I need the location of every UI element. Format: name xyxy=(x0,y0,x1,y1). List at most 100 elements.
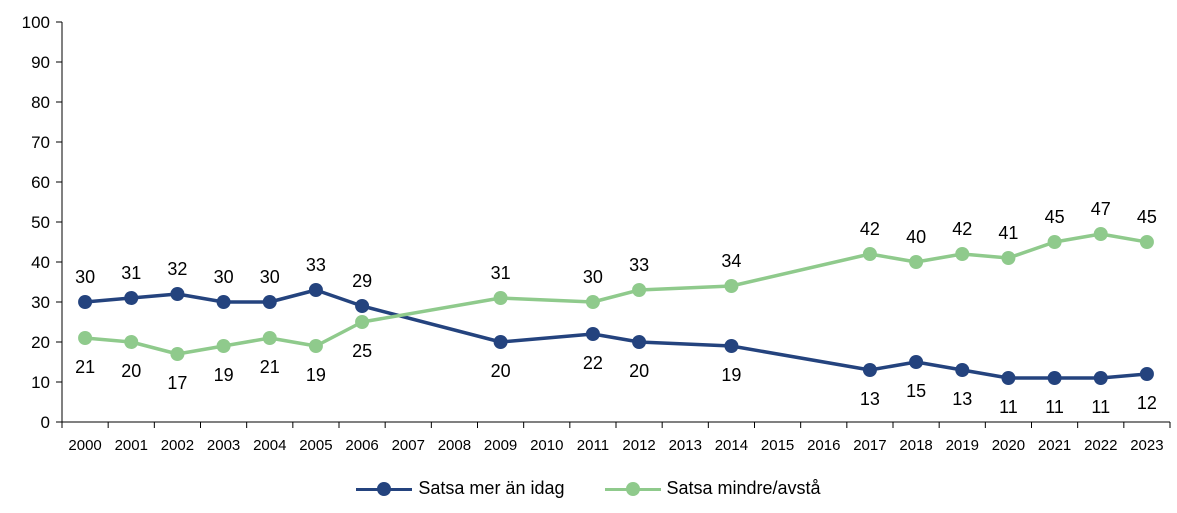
x-tick-label: 2012 xyxy=(622,437,655,454)
x-tick-label: 2017 xyxy=(853,437,886,454)
data-label-series-1: 31 xyxy=(121,263,141,283)
data-point-series-1 xyxy=(1139,367,1154,381)
data-point-series-2 xyxy=(355,315,370,329)
data-point-series-2 xyxy=(262,331,277,345)
data-point-series-1 xyxy=(862,363,877,377)
y-tick-label: 60 xyxy=(31,173,50,192)
legend-item-series-2: Satsa mindre/avstå xyxy=(604,478,821,499)
data-point-series-1 xyxy=(170,287,185,301)
y-tick-label: 90 xyxy=(31,53,50,72)
series-layer xyxy=(78,227,1154,385)
x-tick-label: 2015 xyxy=(761,437,794,454)
data-point-series-1 xyxy=(262,295,277,309)
data-label-series-1: 29 xyxy=(352,271,372,291)
x-tick-label: 2000 xyxy=(68,437,101,454)
data-point-series-2 xyxy=(1047,235,1062,249)
data-label-series-1: 13 xyxy=(952,389,972,409)
x-tick-label: 2010 xyxy=(530,437,563,454)
data-label-series-1: 11 xyxy=(999,397,1018,417)
data-point-series-2 xyxy=(124,335,139,349)
data-label-series-1: 30 xyxy=(75,267,95,287)
data-label-series-2: 41 xyxy=(998,223,1018,243)
data-point-series-1 xyxy=(724,339,739,353)
data-label-series-2: 40 xyxy=(906,227,926,247)
x-tick-label: 2019 xyxy=(946,437,979,454)
x-tick-label: 2006 xyxy=(345,437,378,454)
data-point-series-2 xyxy=(308,339,323,353)
x-tick-label: 2009 xyxy=(484,437,517,454)
data-label-series-1: 22 xyxy=(583,353,603,373)
y-tick-label: 40 xyxy=(31,253,50,272)
x-tick-label: 2022 xyxy=(1084,437,1117,454)
data-label-series-1: 11 xyxy=(1091,397,1110,417)
data-label-series-2: 45 xyxy=(1045,207,1065,227)
data-label-series-1: 12 xyxy=(1137,393,1157,413)
data-label-series-2: 20 xyxy=(121,361,141,381)
data-label-series-1: 13 xyxy=(860,389,880,409)
data-point-series-2 xyxy=(170,347,185,361)
legend-swatch-series-2 xyxy=(604,479,661,499)
data-point-series-1 xyxy=(124,291,139,305)
data-point-series-1 xyxy=(308,283,323,297)
data-label-series-1: 15 xyxy=(906,381,926,401)
data-point-series-1 xyxy=(585,327,600,341)
data-point-series-2 xyxy=(1139,235,1154,249)
data-label-series-2: 19 xyxy=(214,365,234,385)
data-point-series-1 xyxy=(1047,371,1062,385)
legend: Satsa mer än idag Satsa mindre/avstå xyxy=(0,478,1177,499)
data-label-series-2: 17 xyxy=(167,373,187,393)
data-label-series-2: 25 xyxy=(352,341,372,361)
data-point-series-2 xyxy=(862,247,877,261)
data-label-series-1: 30 xyxy=(214,267,234,287)
data-label-series-2: 42 xyxy=(952,219,972,239)
data-point-series-1 xyxy=(355,299,370,313)
data-point-series-1 xyxy=(955,363,970,377)
data-point-series-2 xyxy=(78,331,93,345)
data-labels: 30 21 31 20 32 17 30 19 30 21 33 19 29 25 20 31 22 30 20 33… xyxy=(75,199,1157,417)
data-point-series-2 xyxy=(493,291,508,305)
x-tick-label: 2023 xyxy=(1130,437,1163,454)
data-label-series-2: 34 xyxy=(721,251,741,271)
x-tick-label: 2020 xyxy=(992,437,1025,454)
data-point-series-1 xyxy=(1093,371,1108,385)
data-point-series-2 xyxy=(585,295,600,309)
x-tick-label: 2003 xyxy=(207,437,240,454)
data-label-series-2: 45 xyxy=(1137,207,1157,227)
y-axis: 0 10 20 30 40 50 60 70 80 90 100 xyxy=(22,13,63,432)
x-axis: 2000 2001 2002 2003 2004 2005 2006 2007 2008 2009… xyxy=(61,421,1171,454)
data-point-series-1 xyxy=(78,295,93,309)
y-tick-label: 10 xyxy=(31,373,50,392)
x-tick-label: 2021 xyxy=(1038,437,1071,454)
series-line-1 xyxy=(84,288,1148,380)
data-point-series-2 xyxy=(909,255,924,269)
x-tick-label: 2016 xyxy=(807,437,840,454)
data-point-series-1 xyxy=(216,295,231,309)
series-line-2 xyxy=(84,232,1148,356)
x-tick-label: 2008 xyxy=(438,437,471,454)
x-tick-label: 2014 xyxy=(715,437,748,454)
data-label-series-2: 33 xyxy=(629,255,649,275)
legend-label-series-2: Satsa mindre/avstå xyxy=(666,478,821,498)
legend-swatch-series-1 xyxy=(356,479,413,499)
data-point-series-2 xyxy=(724,279,739,293)
y-tick-label: 0 xyxy=(41,413,50,432)
data-label-series-1: 20 xyxy=(629,361,649,381)
x-tick-label: 2004 xyxy=(253,437,286,454)
data-point-series-1 xyxy=(909,355,924,369)
x-tick-label: 2005 xyxy=(299,437,332,454)
y-tick-label: 100 xyxy=(22,13,50,32)
data-label-series-1: 19 xyxy=(721,365,741,385)
y-tick-label: 70 xyxy=(31,133,50,152)
data-label-series-2: 30 xyxy=(583,267,603,287)
x-tick-label: 2011 xyxy=(577,437,609,454)
data-point-series-2 xyxy=(632,283,647,297)
data-point-series-2 xyxy=(1001,251,1016,265)
data-label-series-2: 31 xyxy=(491,263,511,283)
y-tick-label: 20 xyxy=(31,333,50,352)
data-point-series-2 xyxy=(1093,227,1108,241)
data-label-series-1: 30 xyxy=(260,267,280,287)
data-label-series-2: 47 xyxy=(1091,199,1111,219)
data-point-series-2 xyxy=(955,247,970,261)
x-tick-label: 2001 xyxy=(115,437,148,454)
